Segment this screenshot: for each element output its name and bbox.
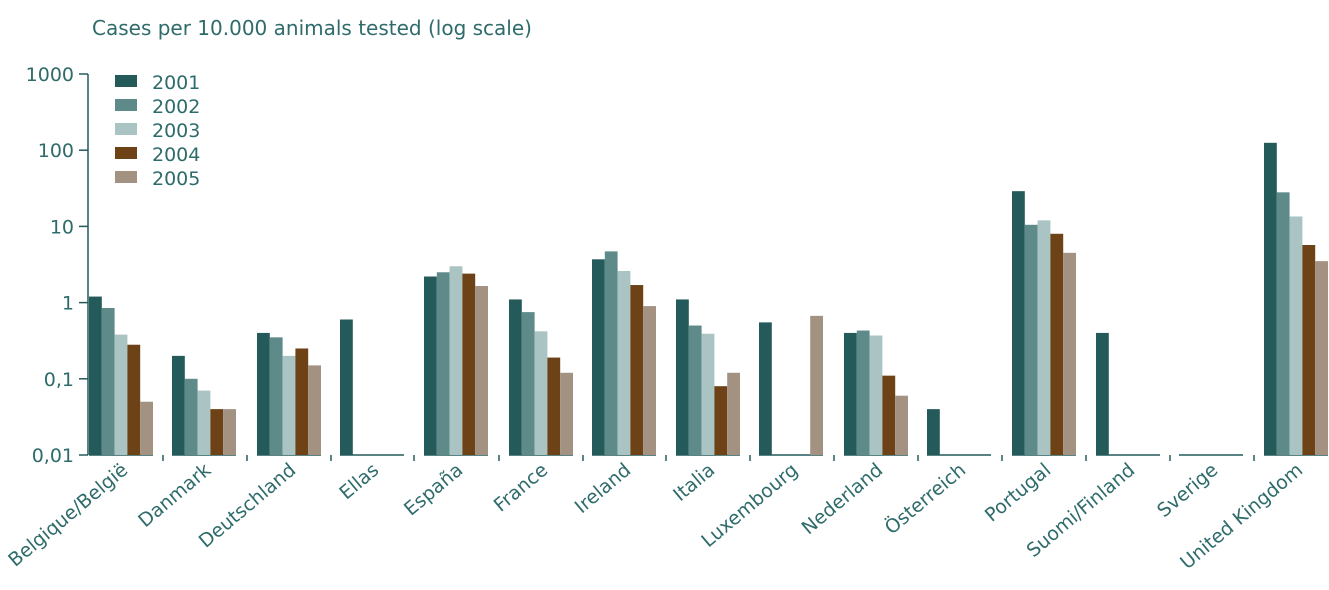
y-axis: 1000 100 10 1 0,1 0,01 (26, 64, 89, 467)
bar-2003 (114, 334, 128, 455)
bar-2001 (1264, 142, 1277, 455)
x-tick-label: Danmark (134, 459, 215, 532)
chart-title: Cases per 10.000 animals tested (log sca… (92, 16, 532, 40)
category-groups (89, 454, 1328, 461)
bar-2001 (424, 276, 437, 455)
bar-2002 (856, 330, 870, 455)
bar-2003 (617, 270, 631, 455)
bar-2002 (521, 312, 535, 455)
bar-2004 (630, 285, 644, 455)
bar-2002 (1024, 224, 1038, 455)
bar-2002 (184, 378, 198, 455)
bar-2001 (89, 296, 102, 455)
bar-2001 (257, 332, 270, 455)
bar-2005 (223, 409, 236, 455)
y-tick-label: 1 (62, 293, 74, 315)
x-tick-label: Portugal (981, 459, 1055, 526)
y-tick-label: 0,01 (32, 445, 74, 467)
bar-2005 (895, 395, 908, 455)
bar-2004 (1302, 245, 1316, 455)
bar-2003 (282, 355, 296, 455)
bar-2005 (727, 372, 740, 455)
x-tick-label: France (490, 459, 553, 516)
bar-2003 (701, 333, 715, 455)
bar-2004 (210, 409, 224, 455)
legend-label: 2004 (152, 144, 200, 166)
legend-swatch (115, 147, 137, 159)
bar-2001 (1096, 332, 1109, 455)
bar-2004 (127, 344, 141, 455)
y-tick-label: 0,1 (44, 369, 74, 391)
legend-label: 2005 (152, 168, 200, 190)
bar-2004 (714, 386, 728, 455)
bar-2003 (1037, 220, 1051, 455)
legend-swatch (115, 171, 137, 183)
x-tick-label: Belgique/België (4, 459, 132, 571)
bar-2001 (844, 332, 857, 455)
y-tick-label: 100 (38, 140, 74, 162)
bar-2003 (534, 331, 548, 455)
bar-2003 (869, 335, 883, 455)
bar-2002 (101, 307, 115, 455)
legend-label: 2002 (152, 96, 200, 118)
bar-2001 (927, 409, 940, 455)
bar-2001 (676, 299, 689, 455)
bar-2001 (1012, 191, 1025, 455)
bar-2005 (1063, 252, 1076, 455)
bar-2001 (759, 322, 772, 455)
bar-2001 (172, 355, 185, 455)
y-tick-label: 10 (50, 216, 74, 238)
bar-2002 (688, 325, 702, 455)
bar-2002 (1276, 192, 1290, 456)
bar-2005 (810, 315, 823, 455)
x-tick-label: España (400, 459, 467, 520)
bar-2005 (1315, 261, 1328, 455)
bar-series (89, 142, 1328, 456)
bar-2004 (295, 348, 309, 455)
bar-2004 (547, 357, 561, 455)
x-tick-label: Italia (669, 459, 719, 506)
bar-2001 (340, 319, 353, 455)
x-tick-label: Ireland (571, 459, 635, 518)
bar-2004 (882, 375, 896, 455)
bar-2005 (560, 372, 573, 455)
legend-swatch (115, 75, 137, 87)
x-tick-label: Ellas (335, 459, 383, 504)
x-tick-label: Österreich (880, 458, 970, 539)
bar-2004 (1050, 233, 1064, 455)
x-tick-label: Sverige (1153, 459, 1222, 522)
legend-swatch (115, 123, 137, 135)
bar-2005 (643, 306, 656, 455)
x-tick-label: Nederland (798, 459, 888, 539)
y-tick-label: 1000 (26, 64, 74, 86)
bar-2002 (269, 337, 283, 455)
bar-2005 (140, 401, 153, 455)
legend-label: 2003 (152, 120, 200, 142)
bar-2001 (592, 259, 605, 455)
bar-2003 (1289, 216, 1303, 455)
legend-swatch (115, 99, 137, 111)
bar-2002 (604, 251, 618, 455)
bar-2003 (197, 390, 211, 455)
bar-2003 (449, 266, 463, 455)
bar-2002 (436, 272, 450, 455)
bar-2004 (462, 273, 476, 455)
legend-label: 2001 (152, 72, 200, 94)
bar-2005 (475, 286, 488, 455)
bar-2005 (308, 365, 321, 455)
bar-2001 (509, 299, 522, 455)
